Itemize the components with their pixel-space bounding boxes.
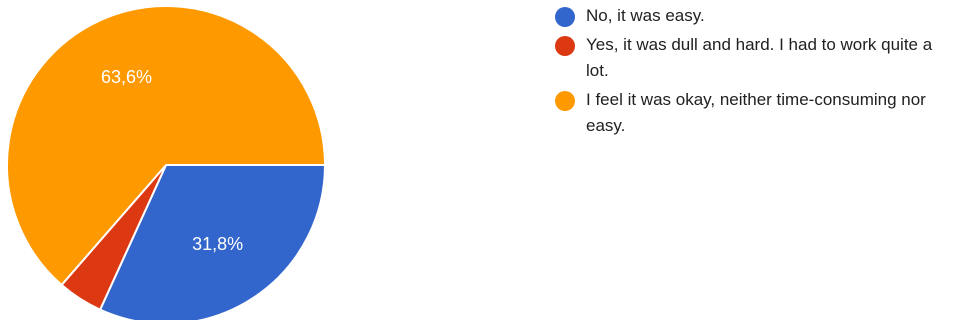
slice-value-label: 31,8%: [192, 234, 243, 254]
legend-swatch-orange: [555, 91, 575, 111]
pie-chart-svg: 31,8% 63,6%: [6, 5, 326, 320]
legend-label: No, it was easy.: [586, 6, 705, 25]
legend-swatch-blue: [555, 7, 575, 27]
legend-item-okay[interactable]: I feel it was okay, neither time-consumi…: [555, 90, 945, 139]
pie-slice-easy[interactable]: [99, 164, 326, 320]
pie-slice-okay[interactable]: [6, 5, 326, 286]
legend-label: Yes, it was dull and hard. I had to work…: [586, 35, 933, 80]
legend-item-easy[interactable]: No, it was easy.: [555, 6, 945, 29]
slice-value-label: 63,6%: [101, 67, 152, 87]
chart-legend: No, it was easy. Yes, it was dull and ha…: [555, 6, 945, 145]
legend-item-hard[interactable]: Yes, it was dull and hard. I had to work…: [555, 35, 945, 84]
legend-swatch-red: [555, 36, 575, 56]
legend-label: I feel it was okay, neither time-consumi…: [586, 90, 926, 135]
